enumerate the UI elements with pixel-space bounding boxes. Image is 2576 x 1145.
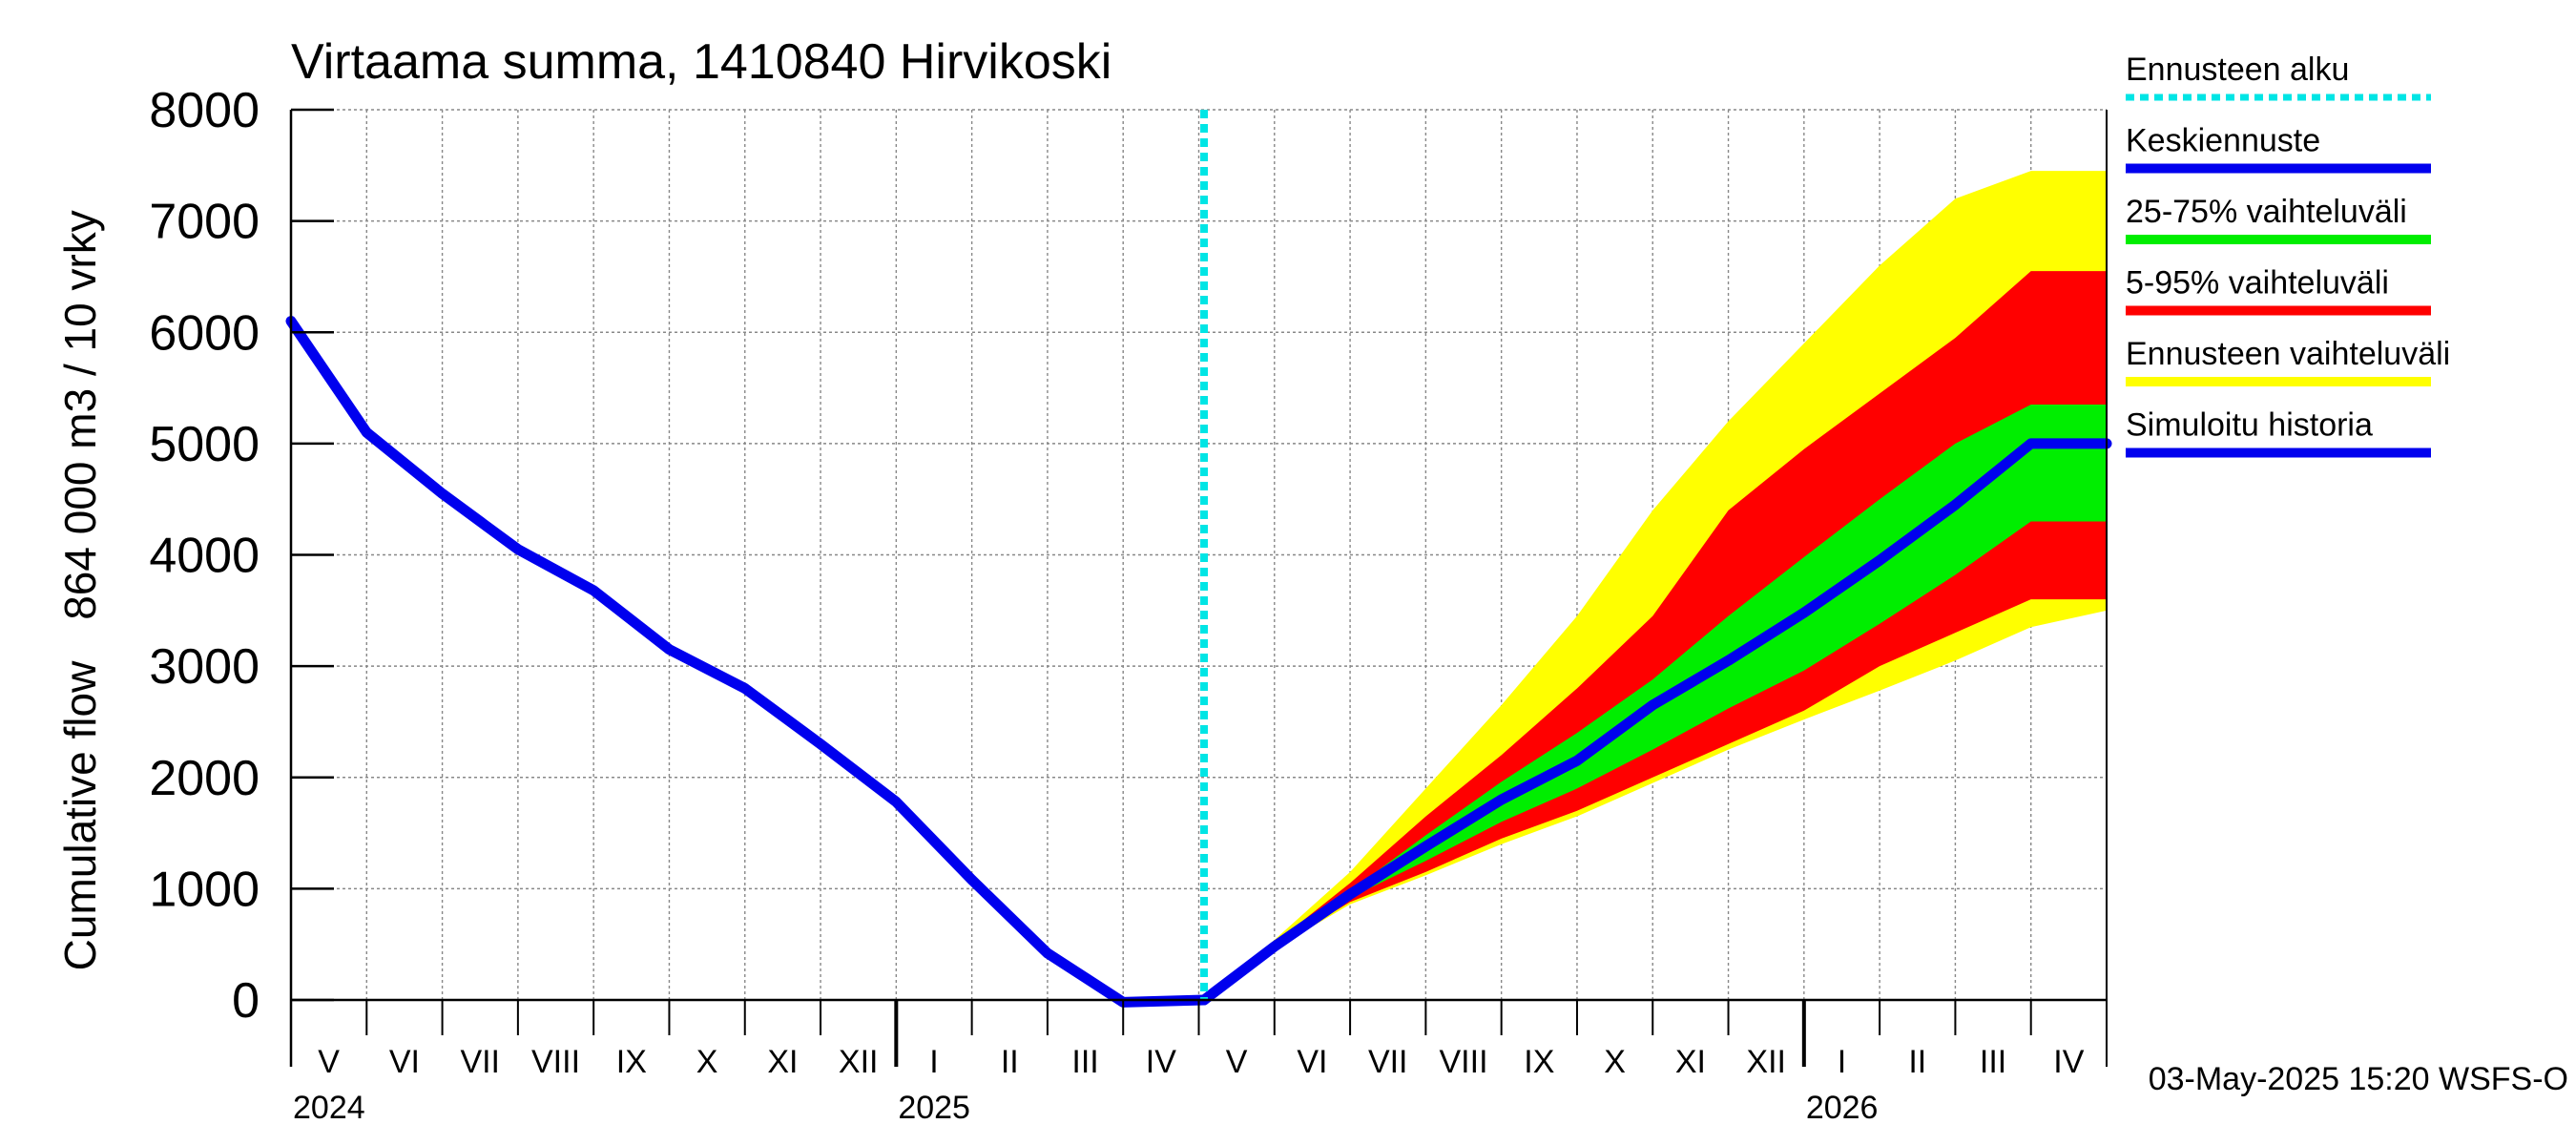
month-label: III: [1980, 1044, 2006, 1080]
month-label: IX: [1524, 1044, 1554, 1080]
y-tick-label: 7000: [149, 195, 260, 250]
p5-95-band: [1204, 271, 2107, 1000]
y-tick-label: 1000: [149, 862, 260, 917]
legend-label: 5-95% vaihteluväli: [2126, 265, 2389, 302]
y-tick-label: 8000: [149, 83, 260, 138]
year-label: 2024: [293, 1090, 365, 1126]
mean-forecast-line: [1198, 438, 2112, 1006]
y-tick-label: 0: [232, 973, 260, 1029]
month-label: XII: [839, 1044, 879, 1080]
footer-timestamp: 03-May-2025 15:20 WSFS-O: [2149, 1061, 2568, 1097]
simulated-history-line: [285, 316, 1210, 1008]
chart-title: Virtaama summa, 1410840 Hirvikoski: [291, 34, 1111, 90]
forecast-range-band: [1204, 171, 2107, 1001]
month-label: V: [318, 1044, 340, 1080]
month-label: I: [929, 1044, 938, 1080]
legend-label: Ennusteen alku: [2126, 52, 2349, 88]
month-label: XII: [1746, 1044, 1786, 1080]
y-tick-label: 4000: [149, 529, 260, 584]
month-label: II: [1908, 1044, 1926, 1080]
month-label: VIII: [1440, 1044, 1488, 1080]
month-label: VI: [389, 1044, 420, 1080]
month-label: III: [1071, 1044, 1098, 1080]
legend-label: 25-75% vaihteluväli: [2126, 194, 2407, 230]
month-label: XI: [767, 1044, 798, 1080]
y-axis-label-secondary: Cumulative flow: [55, 660, 105, 970]
month-label: VIII: [531, 1044, 580, 1080]
month-label: X: [696, 1044, 718, 1080]
y-tick-label: 2000: [149, 751, 260, 806]
month-label: IV: [2053, 1044, 2084, 1080]
legend-label: Simuloitu historia: [2126, 407, 2373, 444]
y-tick-label: 5000: [149, 417, 260, 472]
y-tick-label: 6000: [149, 305, 260, 361]
month-label: XI: [1675, 1044, 1706, 1080]
month-label: V: [1226, 1044, 1248, 1080]
month-label: IV: [1146, 1044, 1176, 1080]
month-label: VI: [1297, 1044, 1327, 1080]
month-label: VII: [460, 1044, 500, 1080]
month-label: X: [1604, 1044, 1626, 1080]
legend-label: Keskiennuste: [2126, 123, 2320, 159]
month-label: IX: [616, 1044, 647, 1080]
month-label: VII: [1368, 1044, 1408, 1080]
y-tick-label: 3000: [149, 639, 260, 695]
legend: Ennusteen alku Keskiennuste 25-75% vaihtel…: [2126, 52, 2450, 458]
year-label: 2025: [898, 1090, 970, 1126]
month-label: II: [1001, 1044, 1019, 1080]
legend-label: Ennusteen vaihteluväli: [2126, 336, 2450, 372]
year-label: 2026: [1806, 1090, 1879, 1126]
month-label: I: [1838, 1044, 1846, 1080]
series-lines: [285, 110, 2112, 1008]
y-axis-label-primary: 864 000 m3 / 10 vrky: [55, 210, 105, 620]
